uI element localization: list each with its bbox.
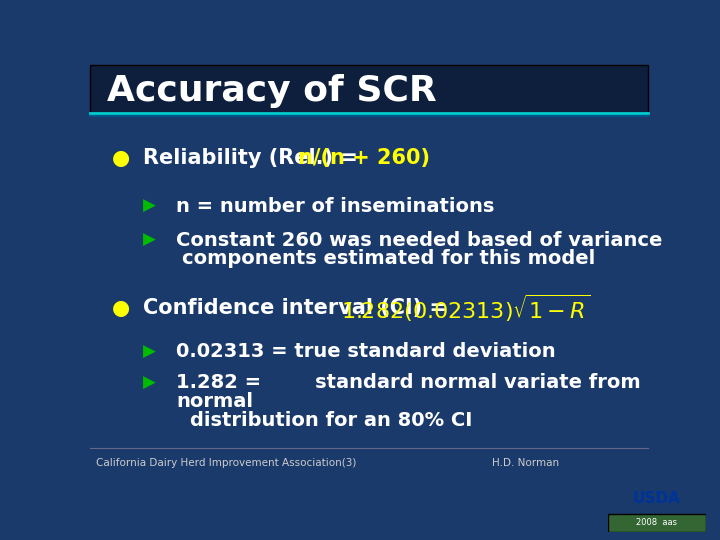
Text: $1.282(0.02313)\sqrt{1-R}$: $1.282(0.02313)\sqrt{1-R}$ <box>341 292 590 323</box>
Text: H.D. Norman: H.D. Norman <box>492 458 559 468</box>
Text: USDA: USDA <box>633 491 681 507</box>
Text: n/(n + 260): n/(n + 260) <box>298 148 430 168</box>
Text: 1.282 =        standard normal variate from: 1.282 = standard normal variate from <box>176 373 641 393</box>
Text: normal: normal <box>176 392 253 411</box>
FancyBboxPatch shape <box>90 65 648 113</box>
Text: ●: ● <box>112 148 130 168</box>
FancyBboxPatch shape <box>608 515 706 532</box>
Text: Confidence interval (CI) =: Confidence interval (CI) = <box>143 298 454 318</box>
Text: Constant 260 was needed based of variance: Constant 260 was needed based of varianc… <box>176 231 663 250</box>
Text: ▶: ▶ <box>143 231 156 249</box>
Text: Accuracy of SCR: Accuracy of SCR <box>107 73 436 107</box>
Text: ●: ● <box>112 298 130 318</box>
Text: ▶: ▶ <box>143 197 156 215</box>
Text: ▶: ▶ <box>143 343 156 361</box>
Text: n = number of inseminations: n = number of inseminations <box>176 197 495 215</box>
Text: California Dairy Herd Improvement Association(3): California Dairy Herd Improvement Associ… <box>96 458 356 468</box>
Text: distribution for an 80% CI: distribution for an 80% CI <box>190 411 473 430</box>
Text: 0.02313 = true standard deviation: 0.02313 = true standard deviation <box>176 342 556 361</box>
Text: Reliability (Rel.) =: Reliability (Rel.) = <box>143 148 365 168</box>
Text: 2008  aas: 2008 aas <box>636 518 678 527</box>
Text: components estimated for this model: components estimated for this model <box>182 248 595 268</box>
Text: ▶: ▶ <box>143 374 156 392</box>
